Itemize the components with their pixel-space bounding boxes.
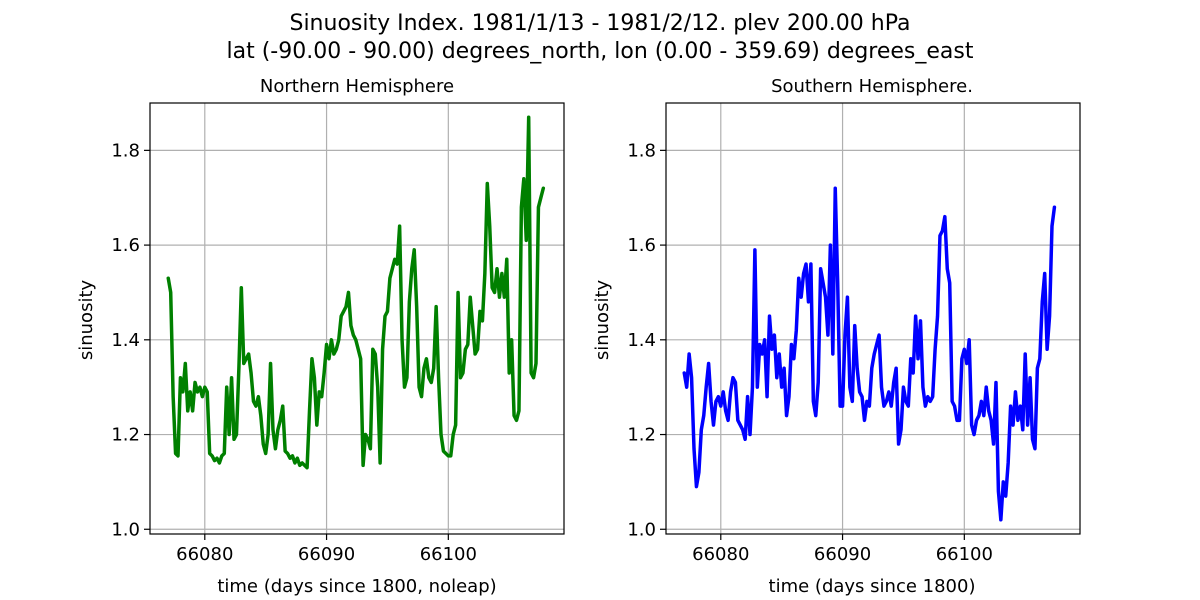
y-tick-label: 1.0 — [111, 519, 140, 540]
x-axis-label: time (days since 1800) — [769, 576, 976, 597]
y-tick-label: 1.6 — [111, 235, 140, 256]
axes-frame — [149, 102, 565, 535]
x-tick-label: 66090 — [298, 544, 355, 565]
y-axis-label: sinuosity — [76, 280, 97, 361]
y-tick-label: 1.8 — [627, 140, 656, 161]
x-tick-label: 66100 — [420, 544, 477, 565]
x-tick-label: 66080 — [692, 544, 749, 565]
y-tick-label: 1.6 — [627, 235, 656, 256]
x-tick-label: 66080 — [176, 544, 233, 565]
x-axis-label: time (days since 1800, noleap) — [217, 576, 496, 597]
plot-area: 66080 66090 66100 1.0 1.2 1.4 1.6 1.8 — [627, 102, 1081, 565]
y-tick-label: 1.8 — [111, 140, 140, 161]
y-tick-label: 1.0 — [627, 519, 656, 540]
x-tick-label: 66100 — [936, 544, 993, 565]
y-axis-label: sinuosity — [592, 280, 613, 361]
subplot-southern-hemisphere: Southern Hemisphere. time (days since 18… — [592, 76, 975, 597]
y-tick-label: 1.2 — [627, 425, 656, 446]
subplot-northern-hemisphere: Northern Hemisphere time (days since 180… — [76, 76, 497, 597]
y-tick-label: 1.2 — [111, 425, 140, 446]
y-tick-label: 1.4 — [111, 330, 140, 351]
series-line — [166, 115, 546, 470]
figure-title-line-2: lat (-90.00 - 90.00) degrees_north, lon … — [227, 39, 974, 64]
subplot-title: Northern Hemisphere — [260, 76, 454, 97]
x-tick-label: 66090 — [814, 544, 871, 565]
subplot-title: Southern Hemisphere. — [771, 76, 973, 97]
axes-frame — [665, 102, 1081, 535]
y-tick-label: 1.4 — [627, 330, 656, 351]
series-line — [682, 186, 1057, 522]
plot-area: 66080 66090 66100 1.0 1.2 1.4 1.6 1.8 — [111, 102, 565, 565]
figure-title-line-1: Sinuosity Index. 1981/1/13 - 1981/2/12. … — [289, 11, 910, 36]
